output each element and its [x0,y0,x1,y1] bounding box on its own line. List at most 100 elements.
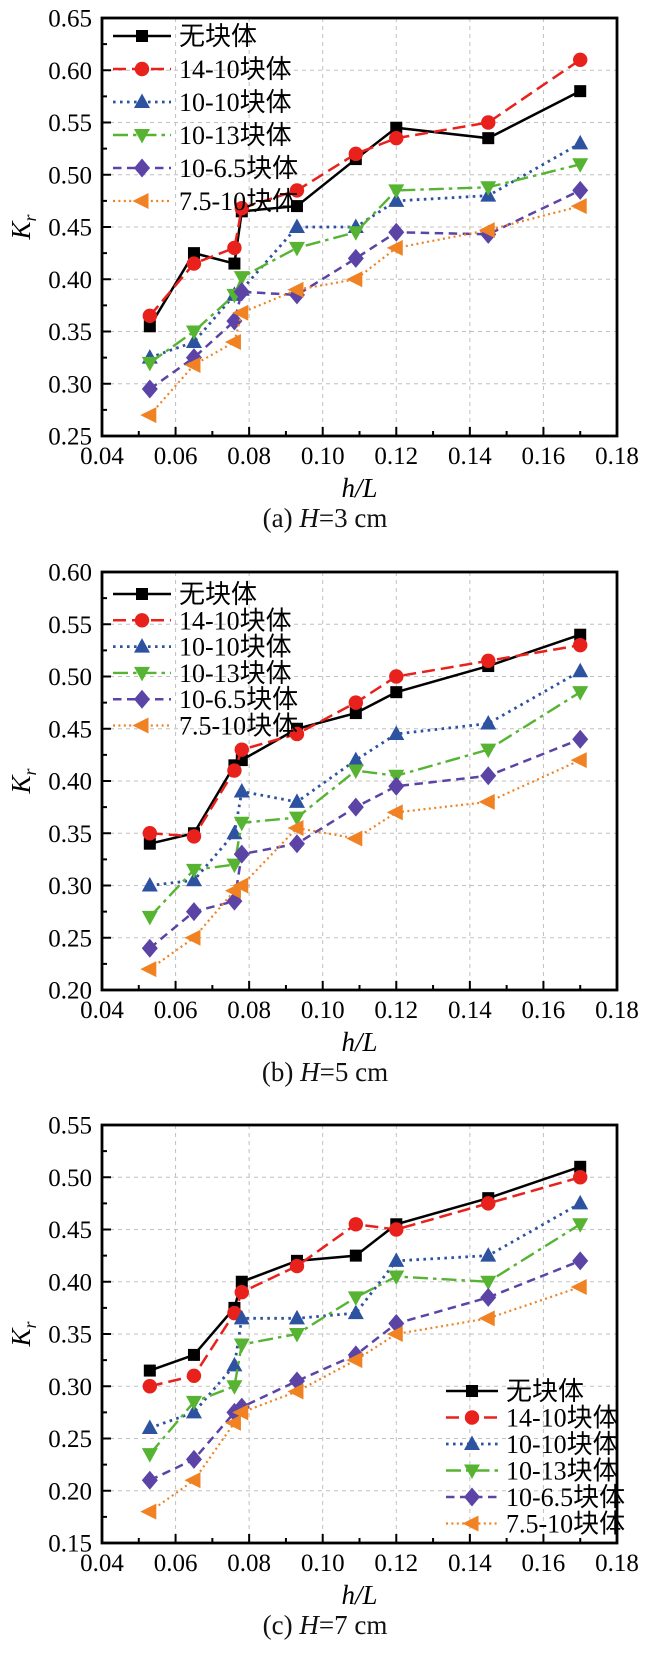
data-point-marker [232,1404,249,1421]
svg-text:0.40: 0.40 [48,1269,92,1296]
data-point-marker [573,1170,588,1185]
data-point-marker [480,1275,497,1291]
y-axis-label: Kr [6,767,40,794]
data-point-marker [389,668,404,684]
data-point-marker [481,1196,496,1211]
caption-index: (a) [262,503,300,533]
svg-text:0.10: 0.10 [301,997,345,1024]
data-point-marker [235,1275,248,1288]
legend-entry-blocks-10-10: 10-10块体 [113,88,292,117]
data-point-marker [574,1160,587,1173]
svg-text:0.45: 0.45 [48,215,92,242]
data-point-marker [464,1410,480,1425]
data-point-marker [348,146,364,162]
data-point-marker [136,587,148,600]
svg-text:0.35: 0.35 [48,1322,92,1349]
legend-entry-blocks-10-13: 10-13块体 [446,1457,619,1486]
svg-text:0.45: 0.45 [48,716,92,743]
data-point-marker [185,1404,202,1419]
series-line [148,205,581,416]
series-line [149,163,581,364]
caption-index: (c) [262,1610,300,1641]
svg-text:0.14: 0.14 [448,997,492,1024]
data-point-marker [234,1285,249,1300]
data-point-marker [288,1371,305,1391]
data-point-marker [288,1328,305,1343]
svg-text:0.60: 0.60 [48,58,92,85]
panel-a: 0.04 0.06 0.08 0.10 0.12 0.14 0.16 0.18 0.25 0.30… [0,0,650,554]
x-axis-label: h/L [341,1027,377,1054]
series-blocks-14-10 [142,1170,588,1394]
series-blocks-10-10 [141,662,589,892]
legend-entry-blocks-10-13: 10-13块体 [113,658,292,687]
data-point-marker [572,662,589,677]
data-point-marker [481,115,496,130]
svg-text:0.06: 0.06 [154,443,198,470]
data-point-marker [466,1385,478,1398]
data-point-marker [389,130,404,146]
svg-text:0.12: 0.12 [374,443,418,470]
data-point-marker [464,1487,480,1507]
data-point-marker [224,333,241,350]
data-point-marker [574,85,587,98]
data-point-marker [232,304,249,321]
series-blocks-14-10 [142,637,588,844]
data-point-marker [570,751,587,768]
data-point-marker [480,714,497,730]
data-point-marker [143,1364,156,1377]
series-line [149,1165,581,1372]
legend-label: 10-6.5块体 [506,1483,625,1512]
series-blocks-10-10 [141,1195,589,1435]
svg-text:0.18: 0.18 [595,443,639,470]
data-point-marker [186,828,202,844]
svg-text:0.65: 0.65 [48,6,92,33]
data-point-marker [185,901,202,921]
caption-symbol: H [300,1056,320,1087]
data-point-marker [134,689,150,709]
legend-label: 无块体 [506,1377,584,1406]
data-point-marker [289,1259,305,1274]
data-point-marker [226,1380,243,1395]
data-point-marker [186,1368,202,1384]
data-point-marker [572,1251,589,1271]
data-point-marker [349,1249,362,1262]
legend-entry-blocks-7_5-10: 7.5-10块体 [113,187,298,216]
data-point-marker [186,256,202,271]
legend-label: 14-10块体 [506,1404,619,1433]
legend-label: 10-6.5块体 [179,685,298,714]
data-point-marker [570,1279,587,1296]
data-point-marker [141,910,158,925]
svg-text:0.40: 0.40 [48,768,92,795]
svg-text:0.10: 0.10 [301,443,345,470]
data-point-marker [228,257,241,270]
data-point-marker [287,281,304,298]
legend-label: 10-10块体 [179,632,292,661]
axis-ticks [101,570,618,991]
svg-text:0.35: 0.35 [48,820,92,847]
data-point-marker [233,1338,250,1354]
series-blocks-10-13 [141,1218,589,1463]
data-point-marker [478,1310,495,1327]
x-axis-label: h/L [341,1580,377,1607]
data-point-marker [140,960,157,977]
legend-entry-no-blocks: 无块体 [113,580,257,609]
legend-entry-blocks-7_5-10: 7.5-10块体 [446,1510,625,1539]
data-point-marker [132,717,149,734]
data-point-marker [572,1195,589,1210]
caption-value: =3 cm [318,503,388,533]
svg-text:0.06: 0.06 [154,1550,198,1577]
legend-label: 无块体 [179,22,257,51]
data-point-marker [185,1450,202,1470]
caption-index: (b) [261,1056,301,1087]
caption-value: =7 cm [318,1610,388,1641]
data-point-marker [136,30,148,42]
y-axis-label: Kr [6,1321,40,1348]
legend-entry-blocks-14-10: 14-10块体 [113,606,292,635]
data-point-marker [572,134,589,150]
data-point-marker [480,1247,497,1262]
legend-entry-blocks-10-6_5: 10-6.5块体 [113,154,298,183]
svg-text:0.18: 0.18 [595,1550,639,1577]
data-point-marker [388,1270,405,1286]
legend-label: 10-13块体 [179,658,292,687]
y-tick-labels: 0.20 0.25 0.30 0.35 0.40 0.45 0.50 0.55 0.60 [48,559,92,1004]
